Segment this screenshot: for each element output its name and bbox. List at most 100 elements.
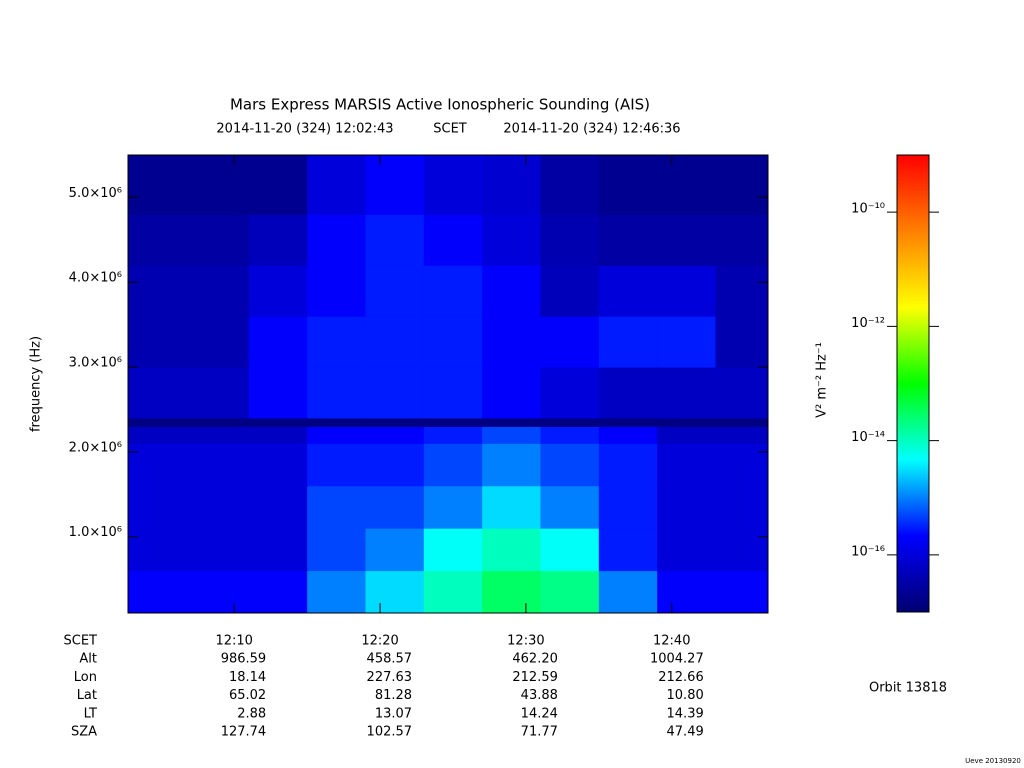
heatmap-cell xyxy=(365,570,425,614)
ephemeris-value: 212.59 xyxy=(512,670,558,685)
heatmap-cell xyxy=(248,214,308,266)
heatmap-cell xyxy=(598,443,658,487)
heatmap-cell xyxy=(190,367,250,419)
heatmap-cell xyxy=(540,485,600,529)
plot-frame xyxy=(127,154,769,614)
heatmap-cell xyxy=(540,443,600,487)
colorbar-tick-label: 10⁻¹⁰ xyxy=(851,202,885,217)
heatmap-cell xyxy=(307,443,366,487)
ephemeris-value: 71.77 xyxy=(521,725,558,740)
heatmap-cell xyxy=(128,265,191,317)
ephemeris-value: 14.39 xyxy=(667,706,704,721)
heatmap-cell xyxy=(423,528,483,572)
ephemeris-label: Alt xyxy=(79,652,97,667)
heatmap-cell xyxy=(657,214,716,266)
heatmap-cell xyxy=(482,417,541,427)
heatmap-cell xyxy=(307,214,366,266)
heatmap-cell xyxy=(540,155,600,215)
heatmap-cell xyxy=(190,316,250,368)
heatmap-cell xyxy=(540,265,600,317)
heatmap-cell xyxy=(365,316,425,368)
colorbar-label: V² m⁻² Hz⁻¹ xyxy=(815,342,830,418)
ephemeris-value: 10.80 xyxy=(667,688,704,703)
colorbar-tick-label: 10⁻¹² xyxy=(851,316,885,331)
heatmap-cell xyxy=(307,417,366,427)
heatmap-cell xyxy=(190,443,250,487)
heatmap-cell xyxy=(715,214,769,266)
heatmap-cell xyxy=(598,570,658,614)
heatmap-cell xyxy=(423,570,483,614)
heatmap-cell xyxy=(482,265,541,317)
x-tick-label: 12:40 xyxy=(653,634,690,649)
heatmap-cell xyxy=(598,367,658,419)
end-time: 2014-11-20 (324) 12:46:36 xyxy=(503,122,680,137)
heatmap-cell xyxy=(598,316,658,368)
ephemeris-value: 43.88 xyxy=(521,688,558,703)
time-label: SCET xyxy=(433,122,467,137)
heatmap-cell xyxy=(423,367,483,419)
heatmap-cell xyxy=(128,155,191,215)
y-tick-label: 2.0×10⁶ xyxy=(69,440,122,455)
ephemeris-label: Lat xyxy=(77,688,97,703)
heatmap-cell xyxy=(482,443,541,487)
heatmap-cell xyxy=(423,443,483,487)
heatmap-cell xyxy=(482,316,541,368)
heatmap-cell xyxy=(657,155,716,215)
heatmap-cell xyxy=(715,485,769,529)
ephemeris-label: Lon xyxy=(74,670,97,685)
colorbar-tick-label: 10⁻¹⁶ xyxy=(851,544,885,559)
heatmap-cell xyxy=(598,417,658,427)
heatmap-cell xyxy=(128,214,191,266)
heatmap-cell xyxy=(715,528,769,572)
x-tick-label: 12:10 xyxy=(215,634,252,649)
heatmap-cell xyxy=(190,570,250,614)
heatmap-cell xyxy=(128,570,191,614)
heatmap-cell xyxy=(657,485,716,529)
ephemeris-value: 212.66 xyxy=(658,670,704,685)
ephemeris-value: 1004.27 xyxy=(650,652,704,667)
x-tick-label: 12:30 xyxy=(507,634,544,649)
heatmap-cell xyxy=(365,367,425,419)
heatmap-cell xyxy=(482,485,541,529)
heatmap-cell xyxy=(190,417,250,427)
heatmap-cell xyxy=(128,485,191,529)
heatmap-cell xyxy=(540,367,600,419)
heatmap-cell xyxy=(540,528,600,572)
heatmap-cell xyxy=(128,426,191,444)
heatmap-cell xyxy=(190,214,250,266)
colorbar xyxy=(896,154,930,613)
heatmap-cell xyxy=(715,316,769,368)
heatmap-cell xyxy=(128,367,191,419)
heatmap-cell xyxy=(423,214,483,266)
heatmap-cell xyxy=(482,367,541,419)
heatmap-cell xyxy=(307,528,366,572)
heatmap-cell xyxy=(307,570,366,614)
heatmap-cell xyxy=(365,214,425,266)
heatmap-cell xyxy=(482,214,541,266)
heatmap-cell xyxy=(598,426,658,444)
ephemeris-value: 227.63 xyxy=(367,670,413,685)
heatmap-cell xyxy=(365,155,425,215)
heatmap-cell xyxy=(190,528,250,572)
ephemeris-label: SZA xyxy=(71,725,97,740)
heatmap-cell xyxy=(190,485,250,529)
ephemeris-value: 18.14 xyxy=(229,670,266,685)
heatmap-cell xyxy=(657,265,716,317)
ephemeris-value: 47.49 xyxy=(667,725,704,740)
y-tick-label: 3.0×10⁶ xyxy=(69,356,122,371)
heatmap-cell xyxy=(128,417,191,427)
heatmap-cell xyxy=(657,426,716,444)
heatmap-cell xyxy=(248,265,308,317)
ephemeris-value: 13.07 xyxy=(375,706,412,721)
heatmap-cell xyxy=(540,426,600,444)
heatmap-cell xyxy=(715,570,769,614)
heatmap-cell xyxy=(423,485,483,529)
ephemeris-value: 102.57 xyxy=(367,725,413,740)
heatmap-cell xyxy=(365,443,425,487)
heatmap-cell xyxy=(540,570,600,614)
heatmap-cell xyxy=(307,426,366,444)
heatmap-cell xyxy=(540,417,600,427)
y-tick-label: 1.0×10⁶ xyxy=(69,525,122,540)
heatmap-cell xyxy=(482,528,541,572)
heatmap-cell xyxy=(598,155,658,215)
